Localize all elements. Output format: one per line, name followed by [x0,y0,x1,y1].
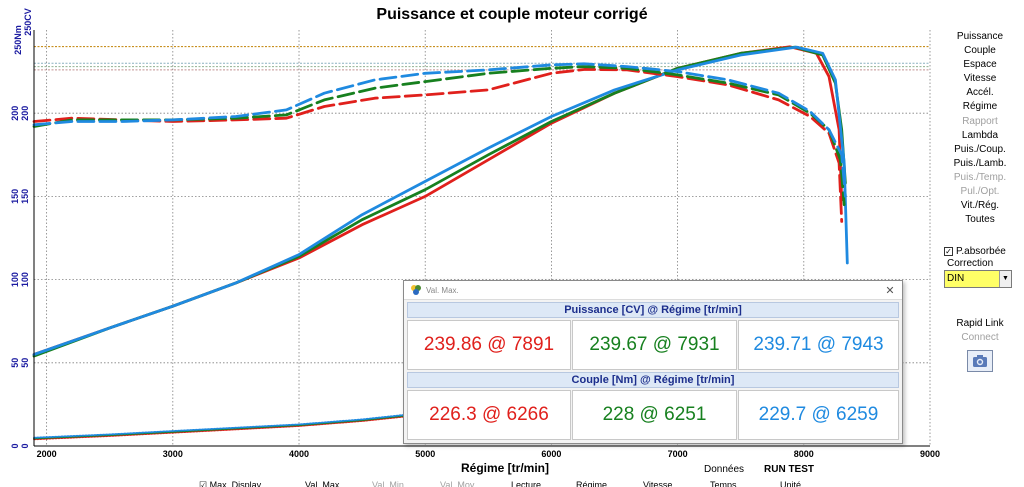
power-value-blue: 239.71 @ 7943 [738,320,899,370]
dialog-title: Val. Max. [426,285,459,295]
torque-value-blue: 229.7 @ 6259 [738,390,899,440]
camera-icon [973,355,987,367]
menu-item-1[interactable]: Couple [964,45,996,57]
app-icon [411,285,421,295]
y-tick-label-nm: 0 [10,443,20,448]
p-absorbee-label: P.absorbée [956,246,1006,257]
y-tick-label-nm: 150 [10,189,20,204]
y-tick-label-cv: 150 [20,189,30,204]
x-tick-label: 5000 [415,449,435,459]
bottom-option-6[interactable]: Vitesse [643,480,673,487]
torque-value-green: 228 @ 6251 [572,390,737,440]
x-tick-label: 8000 [794,449,814,459]
bottom-option-7[interactable]: Temps [710,480,737,487]
menu-item-3[interactable]: Vitesse [963,73,997,85]
menu-item-2[interactable]: Espace [963,59,997,71]
chevron-down-icon[interactable]: ▼ [999,271,1011,287]
y-tick-label-cv: 0 [20,443,30,448]
x-tick-label: 2000 [37,449,57,459]
series-line-dashed-5 [32,62,847,198]
chart-title: Puissance et couple moteur corrigé [376,6,647,23]
menu-item-10: Puis./Temp. [953,171,1007,183]
correction-value: DIN [945,271,999,287]
menu-item-7[interactable]: Lambda [961,129,999,141]
bottom-bar: Données RUN TEST [0,458,1024,487]
menu-item-0[interactable]: Puissance [956,31,1004,42]
power-value-green: 239.67 @ 7931 [572,320,737,370]
connect-label: Connect [961,332,999,343]
rapid-link: Rapid Link Connect [944,318,1016,343]
dialog-titlebar: Val. Max. ✕ [404,281,902,300]
menu-item-12[interactable]: Vit./Rég. [960,200,1000,212]
y-axis-label-nm: 250Nm [13,25,23,55]
power-header: Puissance [CV] @ Régime [tr/min] [407,302,899,318]
series-line-dashed-4 [32,65,846,207]
p-absorbee-toggle[interactable]: ✓ P.absorbée [944,246,1006,257]
menu-item-9[interactable]: Puis./Lamb. [953,157,1007,169]
p-absorbee-checkbox[interactable]: ✓ [944,247,953,256]
menu-item-13[interactable]: Toutes [965,214,995,226]
power-value-red: 239.86 @ 7891 [407,320,571,370]
bottom-option-2[interactable]: Val. Min. [372,480,407,487]
y-tick-label-nm: 100 [10,272,20,287]
run-test-label: RUN TEST [764,464,814,475]
axes: 2000 3000 4000 5000 6000 7000 8000 9000 0 0 50 50 10… [10,30,940,459]
y-axis-label-cv: 250CV [23,8,33,36]
series-line-solid-2 [32,45,849,356]
graph-menu: Puissance Couple Espace Vitesse Accél. Régime… [938,30,1022,227]
menu-item-4[interactable]: Accél. [966,87,994,99]
series-line-dotted-8 [33,411,427,439]
series-group [32,45,849,441]
menu-item-5[interactable]: Régime [962,101,998,113]
x-tick-label: 9000 [920,449,940,459]
y-tick-label-cv: 100 [20,272,30,287]
menu-item-11: Pul./Opt. [960,186,1000,198]
x-tick-label: 3000 [163,449,183,459]
y-tick-label-cv: 50 [20,358,30,368]
x-tick-label: 6000 [541,449,561,459]
y-tick-label-nm: 50 [10,358,20,368]
y-tick-label-nm: 200 [10,106,20,121]
close-icon[interactable]: ✕ [885,284,895,297]
menu-item-8[interactable]: Puis./Coup. [954,143,1006,155]
x-tick-label: 4000 [289,449,309,459]
bottom-option-8[interactable]: Unité [780,480,802,487]
correction-select[interactable]: DIN ▼ [944,270,1012,288]
bottom-option-0[interactable]: ☑ Max. Display [199,480,262,487]
donnees-label[interactable]: Données [704,464,745,475]
bottom-option-3[interactable]: Val. Moy. [440,480,477,487]
val-max-dialog: Val. Max. ✕ Puissance [CV] @ Régime [tr/… [403,280,903,444]
x-axis-label: Régime [tr/min] [461,461,549,475]
menu-item-6: Rapport [962,115,998,127]
torque-value-red: 226.3 @ 6266 [407,390,571,440]
bottom-option-4[interactable]: Lecture [511,480,542,487]
correction-label: Correction [947,258,994,269]
x-tick-label: 7000 [668,449,688,459]
bottom-option-1[interactable]: Val. Max. [305,480,342,487]
torque-header: Couple [Nm] @ Régime [tr/min] [407,372,899,388]
camera-button[interactable] [967,350,993,372]
series-line-dashed-3 [32,68,844,223]
y-tick-label-cv: 200 [20,106,30,121]
bottom-option-5[interactable]: Régime [576,480,608,487]
rapid-link-label: Rapid Link [956,318,1004,329]
